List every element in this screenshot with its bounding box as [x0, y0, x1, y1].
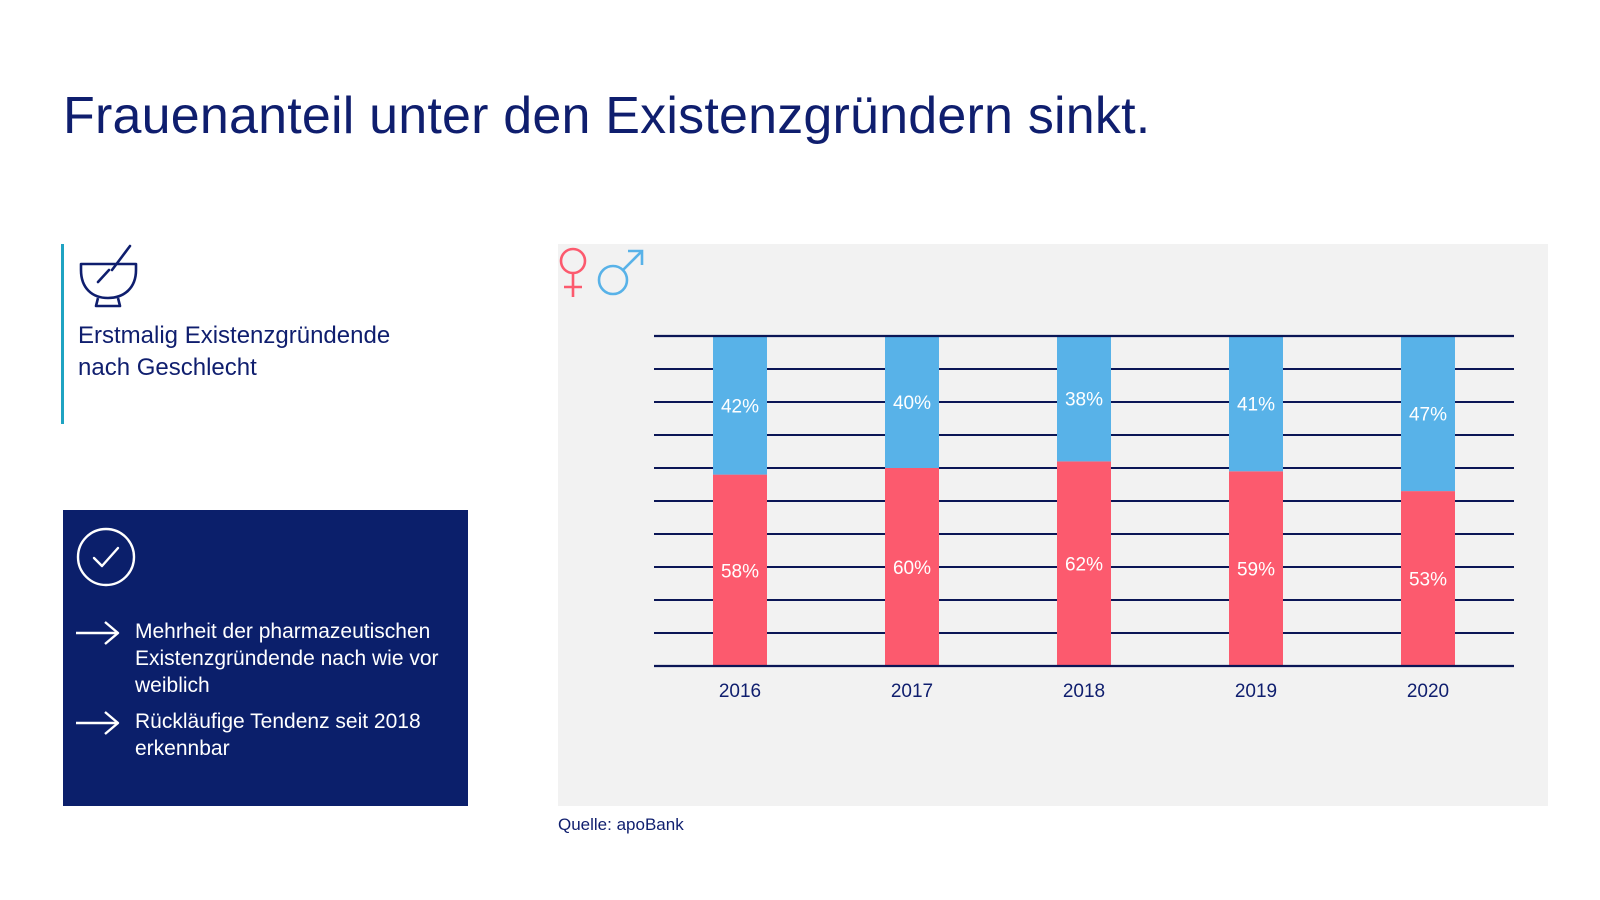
bar-male: [713, 336, 767, 475]
chart-panel: 58% 42% 2016 60% 40% 2017 62% 38% 2018 59% 41% 2019…: [558, 244, 1548, 806]
bar-female: [885, 468, 939, 666]
data-label-female: 62%: [1065, 555, 1103, 576]
data-label-female: 53%: [1409, 570, 1447, 591]
data-label-male: 42%: [721, 396, 759, 417]
mortar-pestle-icon: [79, 244, 138, 308]
x-tick-label: 2017: [891, 681, 933, 702]
bullet-text: Mehrheit der pharmazeutischen Existenzgr…: [135, 620, 439, 697]
x-tick-label: 2019: [1235, 681, 1277, 702]
info-text: Erstmalig Existenzgründende nach Geschle…: [78, 320, 438, 384]
data-label-female: 59%: [1237, 560, 1275, 581]
arrow-right-icon: [76, 711, 120, 735]
stacked-bar-chart: 58% 42% 2016 60% 40% 2017 62% 38% 2018 59% 41% 2019…: [654, 334, 1514, 702]
x-tick-label: 2016: [719, 681, 761, 702]
data-label-female: 60%: [893, 558, 931, 579]
legend: [559, 247, 644, 297]
bar-female: [713, 474, 767, 666]
data-label-male: 38%: [1065, 390, 1103, 411]
arrow-right-icon: [76, 621, 120, 645]
page-title: Frauenanteil unter den Existenzgründern …: [63, 87, 1151, 145]
bar-female: [1229, 471, 1283, 666]
data-label-female: 58%: [721, 561, 759, 582]
bar-male: [1401, 336, 1455, 492]
bar-female: [1401, 491, 1455, 666]
data-label-male: 47%: [1409, 405, 1447, 426]
check-circle-icon: [76, 527, 136, 587]
data-label-male: 40%: [893, 393, 931, 414]
x-tick-label: 2020: [1407, 681, 1449, 702]
info-line: Erstmalig Existenzgründende: [78, 322, 391, 349]
source-note: Quelle: apoBank: [558, 815, 684, 834]
male-symbol-icon: [597, 249, 644, 296]
x-tick-label: 2018: [1063, 681, 1105, 702]
bar-male: [1229, 336, 1283, 472]
summary-box: Mehrheit der pharmazeutischen Existenzgr…: [63, 510, 468, 806]
info-panel: Erstmalig Existenzgründende nach Geschle…: [61, 244, 444, 424]
bullet-text: Rückläufige Tendenz seit 2018 erkennbar: [135, 710, 421, 760]
info-line: nach Geschlecht: [78, 354, 257, 381]
bar-male: [885, 336, 939, 468]
bar-female: [1057, 461, 1111, 666]
bar-male: [1057, 336, 1111, 462]
data-label-male: 41%: [1237, 395, 1275, 416]
female-symbol-icon: [559, 247, 587, 297]
